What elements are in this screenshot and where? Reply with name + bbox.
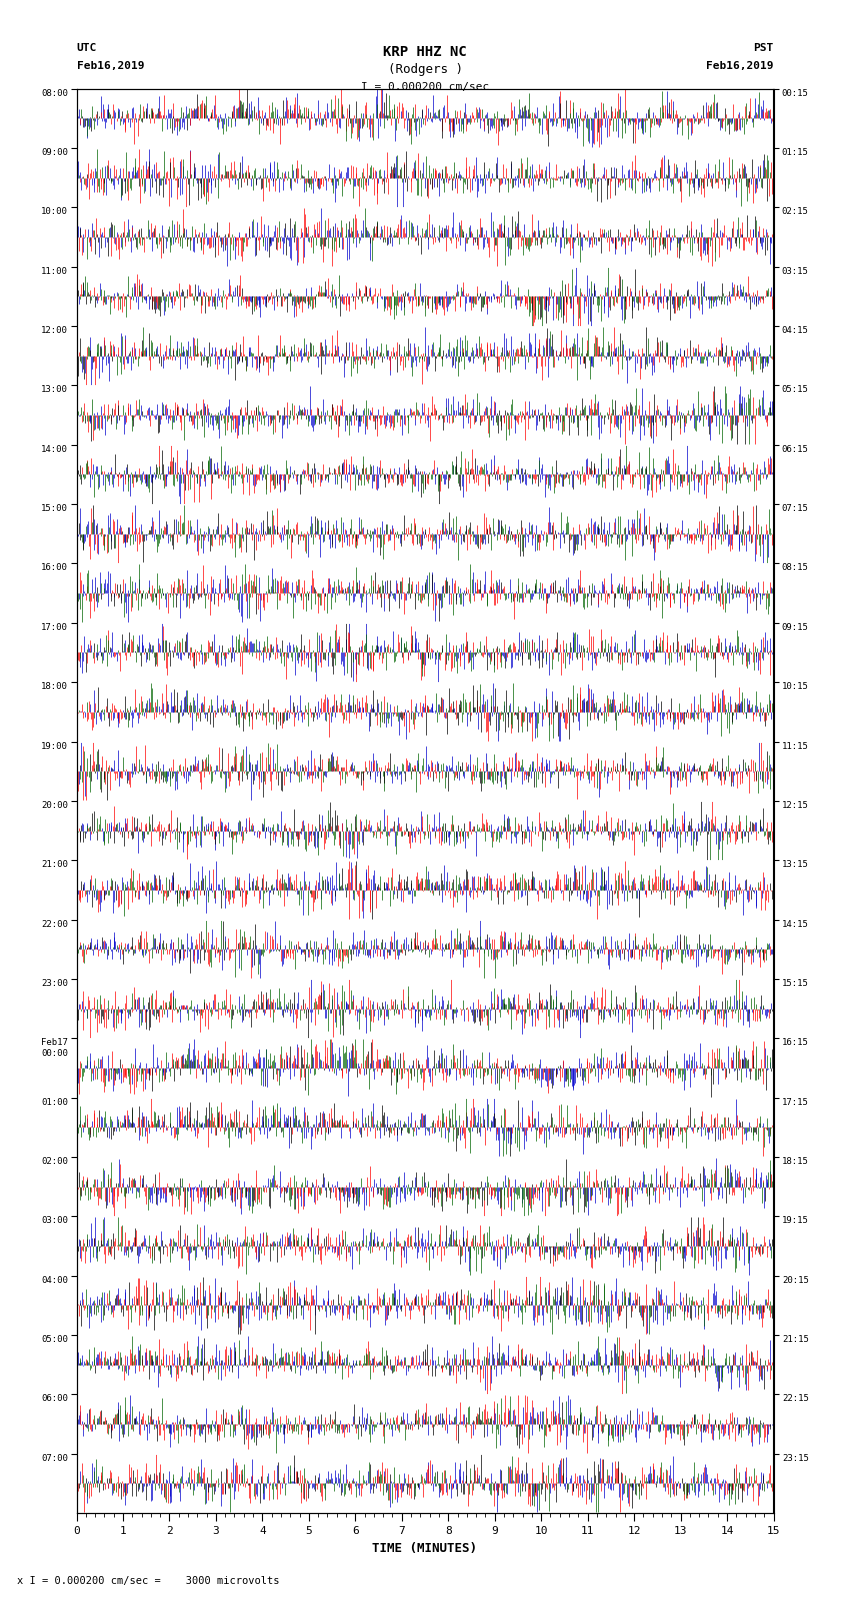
Text: I = 0.000200 cm/sec: I = 0.000200 cm/sec [361,82,489,92]
Text: Feb16,2019: Feb16,2019 [76,61,144,71]
Text: (Rodgers ): (Rodgers ) [388,63,462,76]
Text: PST: PST [753,44,774,53]
X-axis label: TIME (MINUTES): TIME (MINUTES) [372,1542,478,1555]
Text: Feb16,2019: Feb16,2019 [706,61,774,71]
Text: x I = 0.000200 cm/sec =    3000 microvolts: x I = 0.000200 cm/sec = 3000 microvolts [17,1576,280,1586]
Text: KRP HHZ NC: KRP HHZ NC [383,45,467,58]
Text: UTC: UTC [76,44,97,53]
